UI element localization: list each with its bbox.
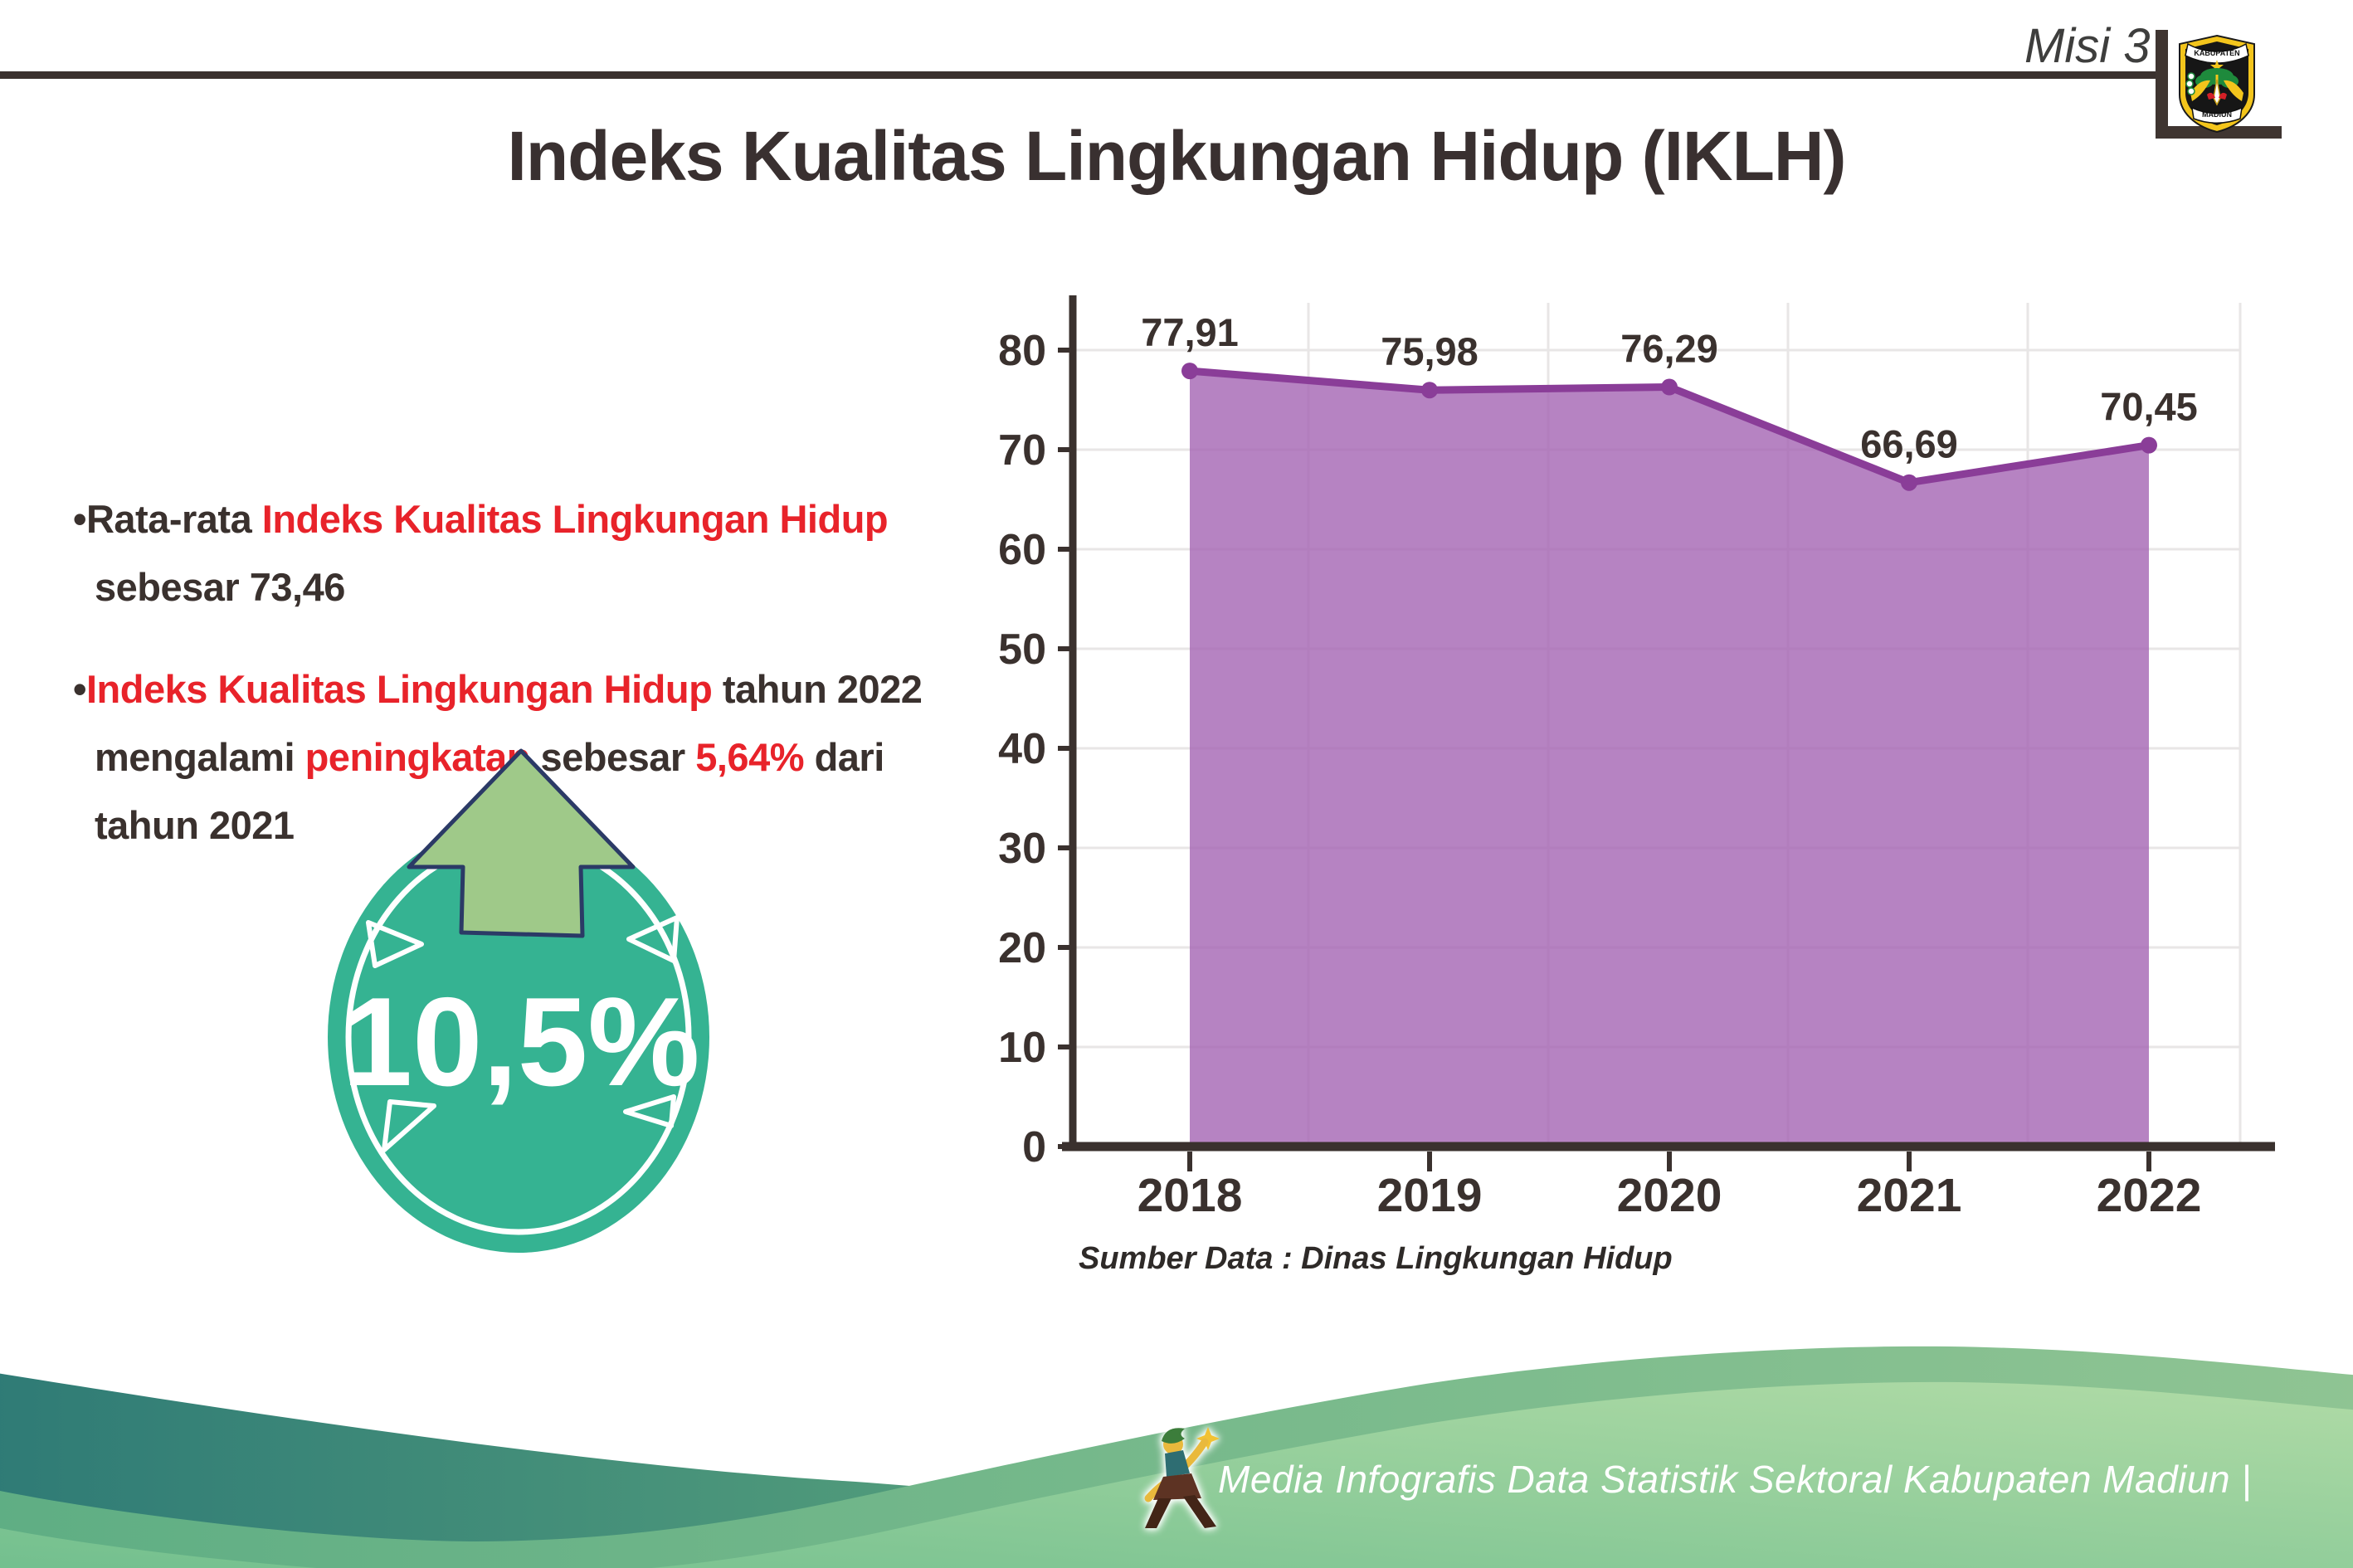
- x-tick-label: 2019: [1377, 1169, 1483, 1222]
- data-label: 75,98: [1381, 329, 1479, 373]
- data-label: 77,91: [1141, 310, 1239, 354]
- y-tick-label: 70: [998, 426, 1046, 475]
- data-label: 66,69: [1860, 422, 1958, 466]
- x-tick-label: 2021: [1857, 1169, 1962, 1222]
- badge-circle: [328, 821, 709, 1253]
- y-tick-label: 10: [998, 1024, 1046, 1072]
- bullet-item: •Rata-rata Indeks Kualitas Lingkungan Hi…: [73, 497, 889, 609]
- data-point: [2141, 436, 2157, 454]
- data-point: [1421, 382, 1438, 399]
- y-tick-label: 60: [998, 526, 1046, 574]
- data-point: [1661, 378, 1678, 396]
- increase-badge: 10,5%: [328, 748, 709, 1253]
- iklh-area-chart: 77,91 75,98 76,29 66,69 70,45 0 10 20 30 40 50 60 70…: [998, 295, 2275, 1222]
- spark-icon: [1196, 1427, 1220, 1450]
- chart-source-note: Sumber Data : Dinas Lingkungan Hidup: [1079, 1241, 1673, 1276]
- page-title: Indeks Kualitas Lingkungan Hidup (IKLH): [507, 117, 1846, 195]
- header-rule: [0, 71, 2159, 79]
- y-tick-label: 40: [998, 725, 1046, 773]
- accent-triangle-icon: [366, 920, 424, 968]
- x-tick-label: 2020: [1617, 1169, 1722, 1222]
- y-tick-label: 30: [998, 825, 1046, 873]
- logo-frame-vertical: [2156, 30, 2168, 138]
- kabupaten-madiun-logo-icon: KABUPATEN MADIUN: [2179, 34, 2255, 134]
- y-tick-label: 20: [998, 924, 1046, 972]
- dancing-mascot-icon: [1144, 1427, 1220, 1528]
- x-tick-label: 2022: [2097, 1169, 2202, 1222]
- svg-text:MADIUN: MADIUN: [2202, 110, 2232, 119]
- data-point: [1901, 474, 1917, 491]
- accent-triangle-icon: [623, 1094, 676, 1128]
- y-tick-label: 0: [1022, 1123, 1046, 1171]
- badge-value: 10,5%: [343, 971, 700, 1113]
- footer-caption: Media Infografis Data Statistik Sektoral…: [1218, 1458, 2252, 1501]
- svg-text:KABUPATEN: KABUPATEN: [2194, 49, 2239, 57]
- data-label: 76,29: [1620, 327, 1718, 371]
- area-fill: [1190, 371, 2149, 1147]
- x-tick-label: 2018: [1138, 1169, 1243, 1222]
- y-tick-label: 50: [998, 626, 1046, 674]
- up-arrow-icon: [407, 748, 636, 938]
- y-tick-label: 80: [998, 327, 1046, 375]
- bullet-item: •Indeks Kualitas Lingkungan Hidup tahun …: [73, 667, 923, 847]
- mission-label: Misi 3: [2024, 19, 2151, 73]
- accent-triangle-icon: [382, 1099, 436, 1152]
- data-point: [1181, 363, 1198, 380]
- data-label: 70,45: [2100, 385, 2198, 429]
- accent-triangle-icon: [626, 915, 680, 963]
